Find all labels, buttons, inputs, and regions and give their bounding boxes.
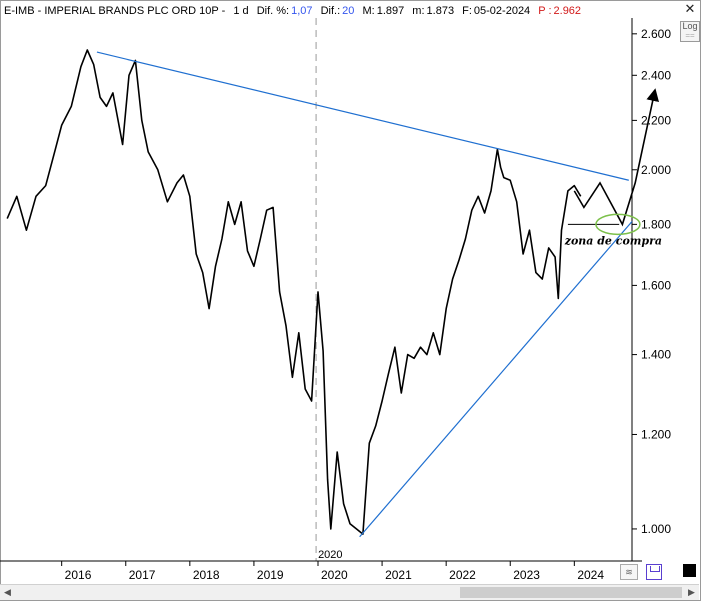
log-button-lines: == xyxy=(685,31,695,40)
dif-pct-label: Dif. %: xyxy=(256,5,290,17)
log-label: Log xyxy=(682,21,698,31)
scrollbar-thumb[interactable] xyxy=(460,587,682,598)
x-tick-label: 2022 xyxy=(449,568,476,582)
close-button[interactable]: ✕ xyxy=(684,1,696,16)
log-scale-button[interactable]: Log == xyxy=(680,21,700,42)
x-tick-label: 2023 xyxy=(513,568,540,582)
y-tick-label: 2.600 xyxy=(641,27,671,41)
y-tick-label: 1.000 xyxy=(641,522,671,536)
x-tick-label: 2021 xyxy=(385,568,412,582)
symbol-title: E-IMB - IMPERIAL BRANDS PLC ORD 10P - xyxy=(4,5,226,17)
scroll-left-arrow-icon[interactable]: ◀ xyxy=(4,587,11,597)
chart-header: E-IMB - IMPERIAL BRANDS PLC ORD 10P - 1 … xyxy=(4,4,586,18)
p-value: 2.962 xyxy=(553,5,582,17)
x-tick-label: 2019 xyxy=(257,568,284,582)
min-value: 1.873 xyxy=(426,5,455,17)
axis-labels: 2.600 2.400 2.200 2.000 1.800 1.600 1.400 1.200… xyxy=(65,27,672,582)
trendline-layer xyxy=(96,51,659,538)
date-label: F: xyxy=(462,5,472,17)
dif-label: Dif.: xyxy=(320,5,341,17)
price-series-line xyxy=(6,49,582,535)
y-tick-label: 2.200 xyxy=(641,113,671,127)
buy-zone-annotation: zona de compra xyxy=(564,234,662,247)
projection-path xyxy=(573,88,659,227)
horizontal-scrollbar[interactable]: ◀ ▶ xyxy=(0,584,699,600)
resistance-trendline xyxy=(96,51,629,181)
timeframe-label: 1 d xyxy=(233,5,249,17)
zoom-icon[interactable]: ≋ xyxy=(620,564,638,580)
y-tick-label: 1.600 xyxy=(641,278,671,292)
x-tick-label: 2024 xyxy=(577,568,604,582)
x-tick-label: 2016 xyxy=(65,568,92,582)
buy-zone-ellipse xyxy=(595,213,641,236)
max-label: M: xyxy=(362,5,375,17)
max-value: 1.897 xyxy=(376,5,405,17)
y-tick-label: 2.400 xyxy=(641,68,671,82)
save-icon[interactable] xyxy=(646,564,662,580)
date-value: 05-02-2024 xyxy=(473,5,531,17)
p-label: P : xyxy=(538,5,552,17)
scroll-right-arrow-icon[interactable]: ▶ xyxy=(688,587,695,597)
y-tick-label: 1.800 xyxy=(641,217,671,231)
min-label: m: xyxy=(412,5,425,17)
y-tick-label: 1.400 xyxy=(641,348,671,362)
support-trendline xyxy=(359,221,633,538)
y-tick-label: 1.200 xyxy=(641,427,671,441)
cursor-date-label: 2020 xyxy=(318,549,342,561)
axes xyxy=(0,18,642,566)
x-tick-label: 2017 xyxy=(129,568,156,582)
dif-pct-value: 1,07 xyxy=(291,5,313,17)
x-tick-label: 2020 xyxy=(321,568,348,582)
color-picker-button[interactable] xyxy=(683,564,696,577)
x-tick-label: 2018 xyxy=(193,568,220,582)
series-layer xyxy=(6,49,582,535)
dif-value: 20 xyxy=(342,5,355,17)
y-tick-label: 2.000 xyxy=(641,163,671,177)
